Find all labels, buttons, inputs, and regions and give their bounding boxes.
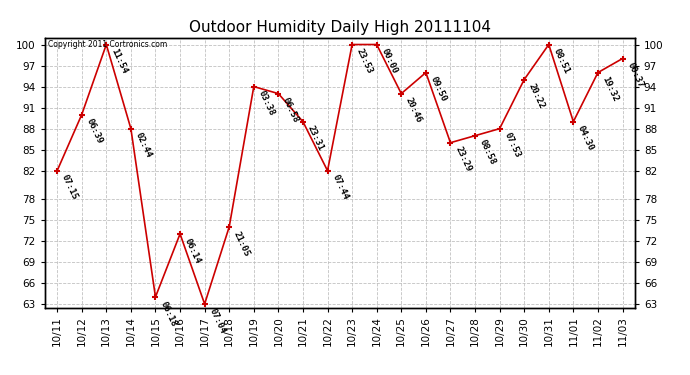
Text: 07:15: 07:15 (60, 174, 79, 202)
Text: 02:44: 02:44 (134, 132, 153, 160)
Text: 20:22: 20:22 (527, 82, 546, 111)
Text: 08:51: 08:51 (551, 47, 571, 75)
Title: Outdoor Humidity Daily High 20111104: Outdoor Humidity Daily High 20111104 (189, 20, 491, 35)
Text: 08:58: 08:58 (477, 138, 497, 166)
Text: 23:31: 23:31 (306, 124, 325, 153)
Text: 06:58: 06:58 (281, 96, 301, 124)
Text: 09:50: 09:50 (428, 75, 448, 104)
Text: 00:37: 00:37 (625, 62, 644, 90)
Text: 07:44: 07:44 (331, 174, 350, 202)
Text: 11:54: 11:54 (109, 47, 128, 75)
Text: 06:18: 06:18 (158, 300, 178, 328)
Text: 00:00: 00:00 (380, 47, 399, 75)
Text: 06:39: 06:39 (84, 117, 104, 146)
Text: Copyright 2011 Cortronics.com: Copyright 2011 Cortronics.com (48, 40, 167, 49)
Text: 03:38: 03:38 (257, 89, 276, 117)
Text: 21:05: 21:05 (232, 230, 251, 258)
Text: 07:04: 07:04 (208, 307, 227, 335)
Text: 07:53: 07:53 (502, 132, 522, 160)
Text: 23:29: 23:29 (453, 146, 473, 174)
Text: 19:32: 19:32 (601, 75, 620, 104)
Text: 23:53: 23:53 (355, 47, 375, 75)
Text: 20:46: 20:46 (404, 96, 424, 124)
Text: 06:14: 06:14 (183, 237, 202, 265)
Text: 04:30: 04:30 (576, 124, 595, 153)
